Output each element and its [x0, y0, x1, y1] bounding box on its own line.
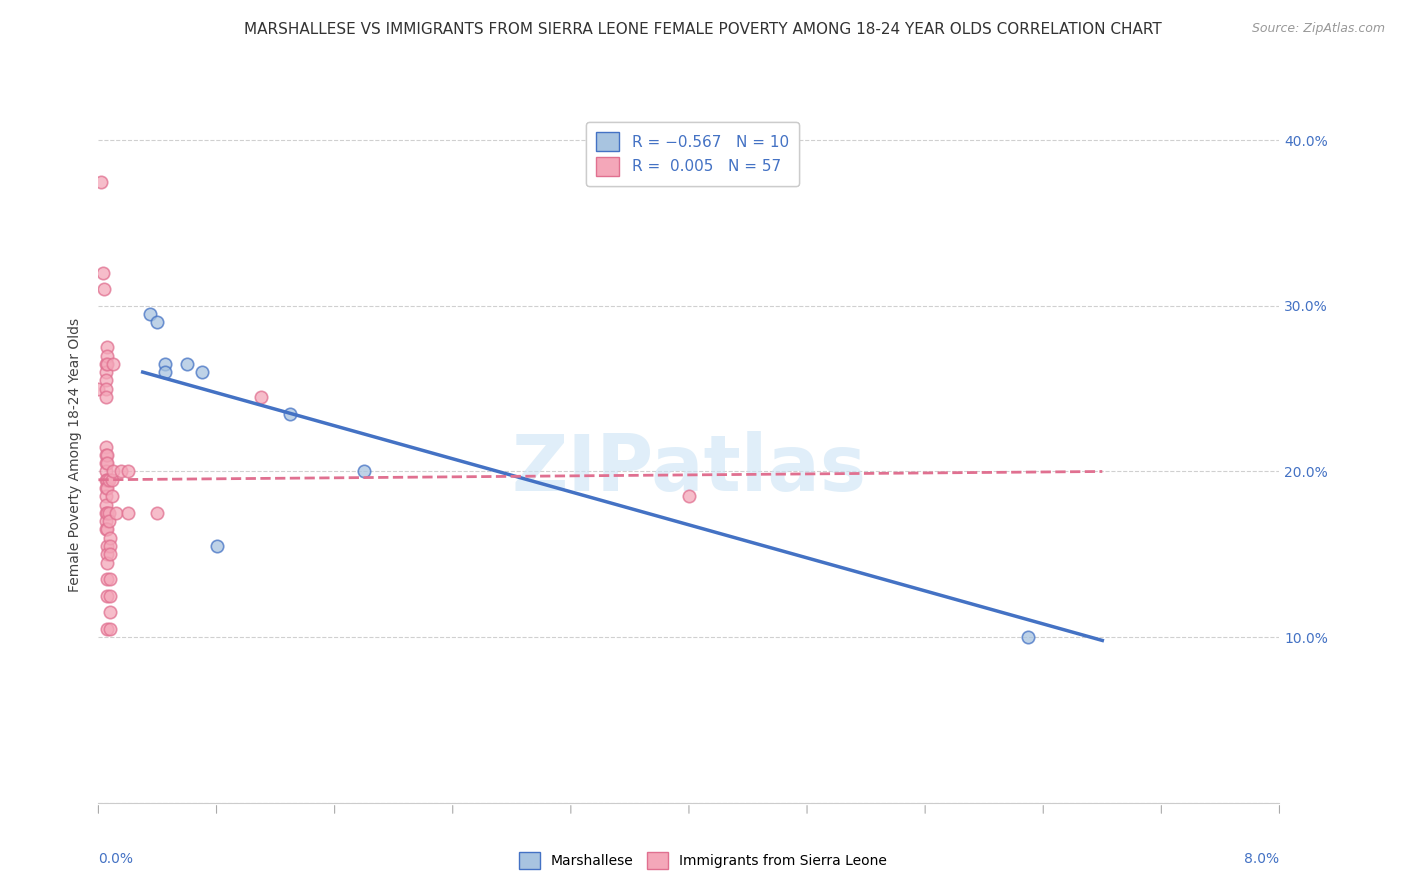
Point [100, 473, 122, 487]
Point [94, 448, 117, 462]
Point [117, 465, 139, 479]
Legend: R = −0.567   N = 10, R =  0.005   N = 57: R = −0.567 N = 10, R = 0.005 N = 57 [586, 121, 800, 186]
Point [139, 307, 162, 321]
Point [94, 514, 117, 528]
Point [96, 448, 118, 462]
Point [87, 382, 110, 396]
Point [117, 506, 139, 520]
Point [96, 340, 118, 354]
Point [98, 572, 121, 586]
Point [94, 489, 117, 503]
Legend: Marshallese, Immigrants from Sierra Leone: Marshallese, Immigrants from Sierra Leon… [512, 846, 894, 876]
Point [94, 481, 117, 495]
Text: 0.0%: 0.0% [98, 853, 134, 866]
Point [96, 523, 118, 537]
Point [94, 498, 117, 512]
Point [98, 622, 121, 636]
Point [176, 357, 198, 371]
Point [146, 315, 169, 329]
Point [96, 506, 118, 520]
Point [146, 506, 169, 520]
Y-axis label: Female Poverty Among 18-24 Year Olds: Female Poverty Among 18-24 Year Olds [69, 318, 83, 592]
Point [153, 357, 176, 371]
Point [96, 589, 118, 603]
Point [1017, 630, 1039, 644]
Point [191, 365, 214, 379]
Point [110, 465, 132, 479]
Point [96, 456, 118, 470]
Point [250, 390, 273, 404]
Point [94, 523, 117, 537]
Text: MARSHALLESE VS IMMIGRANTS FROM SIERRA LEONE FEMALE POVERTY AMONG 18-24 YEAR OLDS: MARSHALLESE VS IMMIGRANTS FROM SIERRA LE… [245, 22, 1161, 37]
Point [98, 605, 121, 619]
Point [96, 349, 118, 363]
Point [94, 473, 117, 487]
Point [353, 465, 375, 479]
Point [98, 547, 121, 561]
Point [105, 506, 128, 520]
Point [98, 589, 121, 603]
Point [96, 547, 118, 561]
Point [96, 556, 118, 570]
Text: ZIPatlas: ZIPatlas [512, 431, 866, 507]
Point [678, 489, 700, 503]
Point [96, 622, 118, 636]
Point [153, 365, 176, 379]
Point [94, 390, 117, 404]
Point [97, 473, 120, 487]
Point [94, 506, 117, 520]
Point [96, 539, 118, 553]
Point [94, 440, 117, 454]
Point [96, 473, 118, 487]
Point [94, 365, 117, 379]
Point [90, 175, 112, 189]
Point [94, 373, 117, 387]
Point [91, 266, 114, 280]
Point [205, 539, 228, 553]
Text: 8.0%: 8.0% [1244, 853, 1279, 866]
Point [97, 514, 120, 528]
Point [96, 481, 118, 495]
Point [278, 407, 302, 421]
Point [94, 382, 117, 396]
Point [98, 539, 121, 553]
Point [93, 282, 115, 296]
Point [96, 357, 118, 371]
Text: Source: ZipAtlas.com: Source: ZipAtlas.com [1251, 22, 1385, 36]
Point [103, 465, 125, 479]
Point [94, 357, 117, 371]
Point [94, 465, 117, 479]
Point [97, 506, 120, 520]
Point [96, 572, 118, 586]
Point [100, 489, 122, 503]
Point [103, 357, 125, 371]
Point [94, 456, 117, 470]
Point [98, 531, 121, 545]
